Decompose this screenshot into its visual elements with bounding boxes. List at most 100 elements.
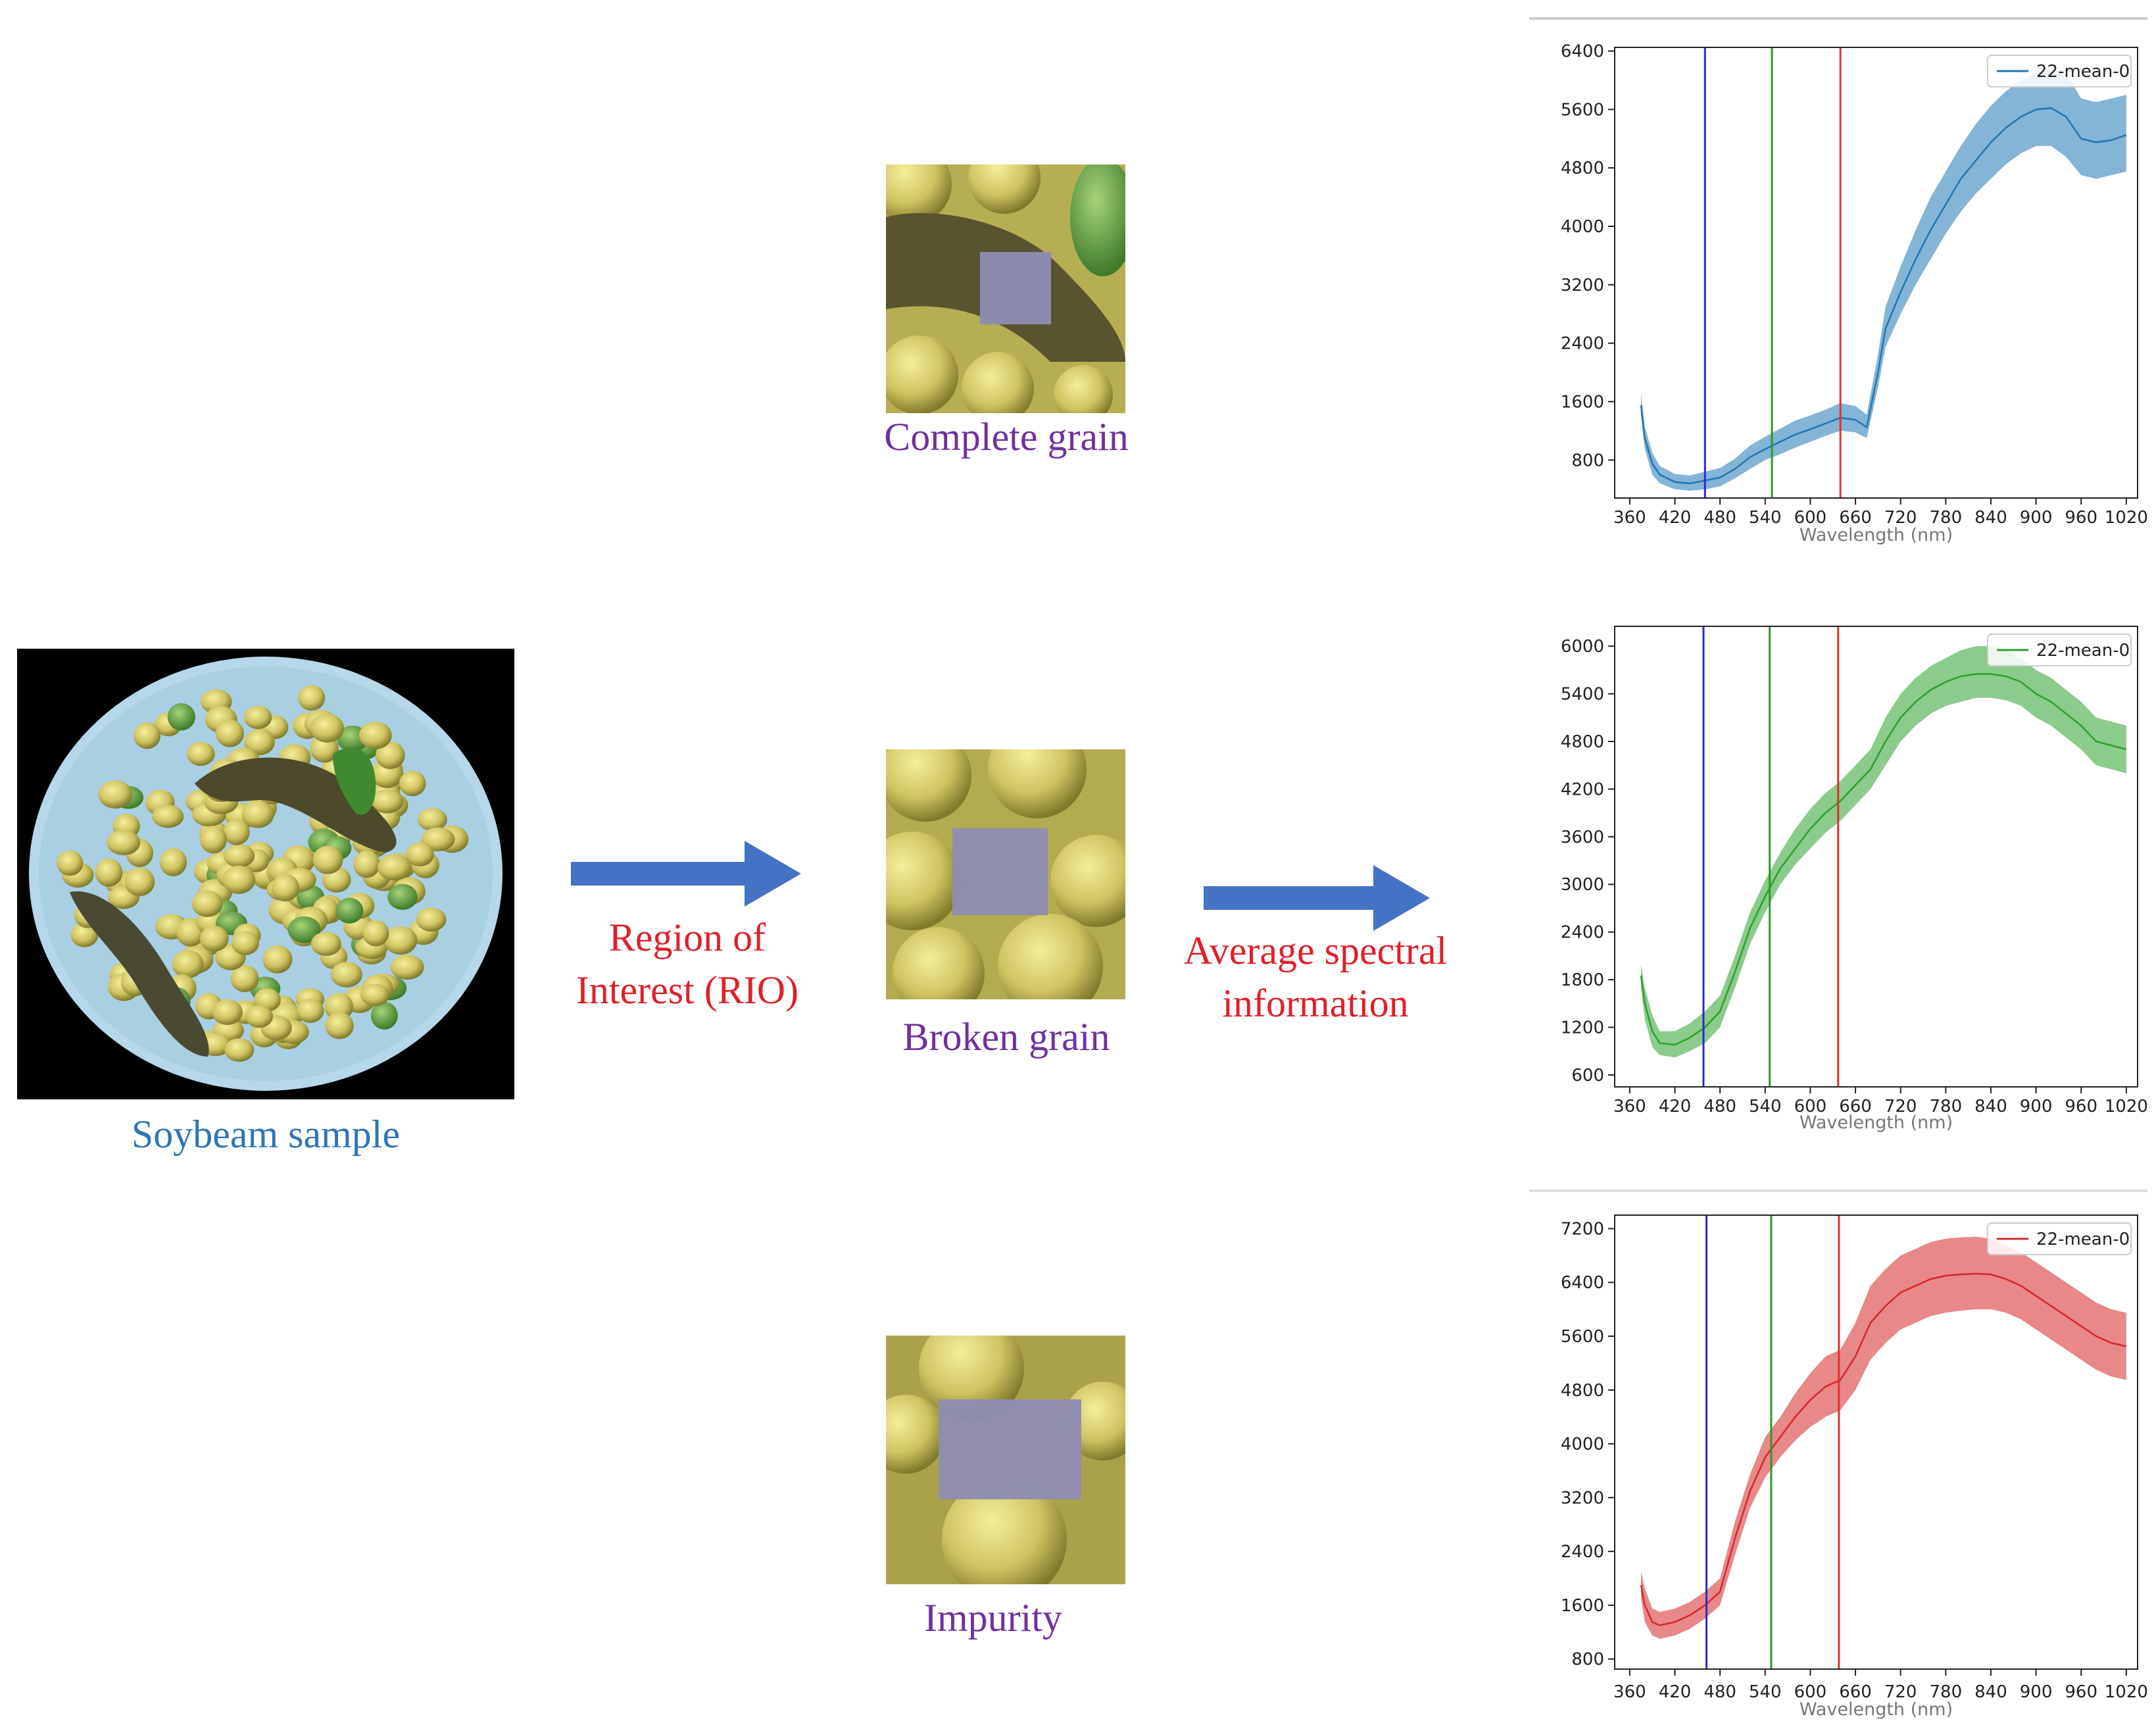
avg-label-line1: Average spectral	[1183, 929, 1448, 972]
bean	[378, 854, 412, 881]
soybean-sample-drawing	[29, 657, 502, 1091]
bean	[324, 993, 354, 1021]
bean	[384, 926, 418, 955]
plot-frame	[1614, 626, 2138, 1088]
x-tick-label: 420	[1659, 508, 1692, 528]
x-tick-label: 900	[2020, 1682, 2053, 1702]
x-tick-label: 720	[1884, 1097, 1917, 1116]
bean	[216, 719, 245, 747]
roi-box	[980, 252, 1051, 324]
complete-grain-spectrum-chart: 800 1600 2400 3200 4000 4800 5600 6400 360 420 480…	[1561, 42, 2147, 545]
y-tick-label: 3000	[1561, 875, 1604, 895]
bean	[287, 916, 321, 943]
y-tick-label: 4000	[1561, 1435, 1604, 1455]
complete-grain-caption: Complete grain	[884, 415, 1129, 459]
x-tick-label: 720	[1884, 508, 1917, 528]
x-tick-label: 660	[1839, 508, 1872, 528]
legend-label: 22-mean-0	[2036, 1230, 2130, 1249]
bean	[212, 999, 243, 1025]
bean	[399, 770, 426, 797]
x-tick-label: 480	[1703, 508, 1736, 528]
bean	[376, 741, 405, 770]
bean	[98, 780, 133, 809]
x-tick-label: 660	[1839, 1097, 1872, 1116]
confidence-band	[1641, 646, 2126, 1058]
bean	[360, 984, 390, 1007]
x-tick-label: 780	[1929, 1097, 1962, 1116]
y-tick-label: 4800	[1561, 1381, 1604, 1401]
bean	[390, 955, 424, 980]
chart-impurity: 800 1600 2400 3200 4000 4800 5600 6400 7200 360 42…	[1529, 1194, 2147, 1724]
bean	[325, 1012, 354, 1039]
roi-label-line2: Interest (RIO)	[576, 968, 799, 1012]
x-tick-label: 360	[1613, 508, 1646, 528]
bean	[152, 805, 184, 828]
bean	[331, 961, 362, 988]
broken-grain-image	[886, 749, 1125, 999]
bean	[387, 884, 418, 910]
x-tick-label: 1020	[2105, 1682, 2147, 1702]
bean	[310, 713, 344, 743]
y-tick-label: 600	[1571, 1066, 1604, 1086]
bean	[95, 858, 123, 887]
x-tick-label: 420	[1659, 1682, 1692, 1702]
y-tick-label: 800	[1571, 451, 1604, 470]
bean	[406, 842, 435, 866]
soybean-sample-image	[17, 649, 514, 1099]
plot-frame	[1614, 47, 2138, 499]
complete-grain-drawing	[886, 164, 1125, 413]
y-tick-label: 4200	[1561, 780, 1604, 799]
legend-box	[1987, 634, 2132, 666]
impurity-drawing	[886, 1336, 1125, 1584]
arrow-to-spectra	[1204, 865, 1430, 931]
legend-label: 22-mean-0	[2036, 62, 2130, 82]
bean	[362, 920, 389, 947]
y-tick-label: 2400	[1561, 923, 1604, 943]
bean	[421, 827, 455, 851]
x-tick-label: 960	[2065, 1097, 2097, 1116]
confidence-band	[1641, 69, 2126, 491]
chart-broken-grain: 600 1200 1800 2400 3000 3600 4200 4800 5400 6000 3…	[1529, 609, 2147, 1135]
mean-line	[1640, 1272, 2127, 1626]
bean	[134, 722, 161, 749]
chart-complete-grain: 800 1600 2400 3200 4000 4800 5600 6400 360 420 480…	[1529, 26, 2147, 553]
y-tick-label: 3200	[1561, 276, 1604, 295]
x-tick-label: 420	[1659, 1097, 1692, 1116]
x-tick-label: 540	[1749, 508, 1782, 528]
x-tick-label: 840	[1974, 1682, 2007, 1702]
x-tick-label: 1020	[2105, 1097, 2147, 1116]
bean	[222, 865, 256, 894]
legend-box	[1987, 55, 2132, 88]
bean	[335, 897, 364, 924]
arrow-to-roi	[571, 841, 801, 907]
bean	[232, 930, 260, 955]
y-tick-label: 1800	[1561, 970, 1604, 990]
roi-box	[952, 828, 1048, 915]
broken-grain-caption: Broken grain	[902, 1015, 1110, 1059]
roi-label-line1: Region of	[608, 916, 766, 959]
roi-box	[939, 1399, 1081, 1499]
avg-label-line2: information	[1222, 982, 1409, 1025]
bean	[370, 1001, 398, 1030]
complete-grain-image	[886, 164, 1125, 413]
x-tick-label: 900	[2020, 508, 2053, 528]
y-tick-label: 5400	[1561, 685, 1604, 705]
broken-grain-spectrum-chart: 600 1200 1800 2400 3000 3600 4200 4800 5400 6000 3…	[1561, 626, 2147, 1133]
bean	[312, 845, 343, 874]
x-tick-label: 960	[2065, 1682, 2097, 1702]
x-tick-label: 960	[2065, 508, 2097, 528]
bean	[244, 728, 275, 755]
bean	[417, 808, 447, 832]
x-tick-label: 840	[1974, 1097, 2007, 1116]
bean	[57, 850, 84, 876]
x-tick-label: 900	[2020, 1097, 2053, 1116]
y-tick-label: 1200	[1561, 1018, 1604, 1038]
bean	[416, 907, 447, 932]
y-tick-label: 3600	[1561, 828, 1604, 847]
x-tick-label: 660	[1839, 1682, 1872, 1702]
y-tick-label: 7200	[1561, 1219, 1604, 1239]
y-tick-label: 6400	[1561, 42, 1604, 62]
impurity-caption: Impurity	[924, 1596, 1062, 1639]
x-tick-label: 780	[1929, 1682, 1962, 1702]
bean	[245, 1005, 273, 1028]
